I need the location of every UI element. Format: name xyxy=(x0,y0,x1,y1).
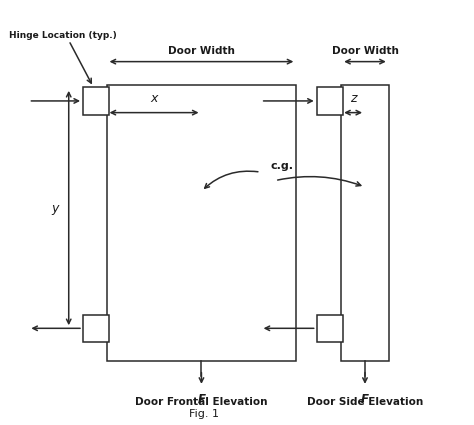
Bar xyxy=(83,314,109,342)
Text: Door Width: Door Width xyxy=(168,46,235,56)
Bar xyxy=(341,85,389,361)
Text: F: F xyxy=(361,393,369,406)
Text: Fig. 1: Fig. 1 xyxy=(189,408,219,419)
Text: c.g.: c.g. xyxy=(270,161,293,171)
Text: Hinge Location (typ.): Hinge Location (typ.) xyxy=(9,31,117,40)
Bar xyxy=(317,314,343,342)
Text: z: z xyxy=(350,92,356,105)
Bar xyxy=(317,87,343,115)
Text: F: F xyxy=(198,393,205,406)
Bar xyxy=(107,85,296,361)
Text: x: x xyxy=(150,92,158,105)
Text: Door Side Elevation: Door Side Elevation xyxy=(307,397,423,407)
Text: Door Width: Door Width xyxy=(331,46,399,56)
Text: y: y xyxy=(51,202,58,215)
Bar xyxy=(83,87,109,115)
Text: Door Frontal Elevation: Door Frontal Elevation xyxy=(135,397,268,407)
